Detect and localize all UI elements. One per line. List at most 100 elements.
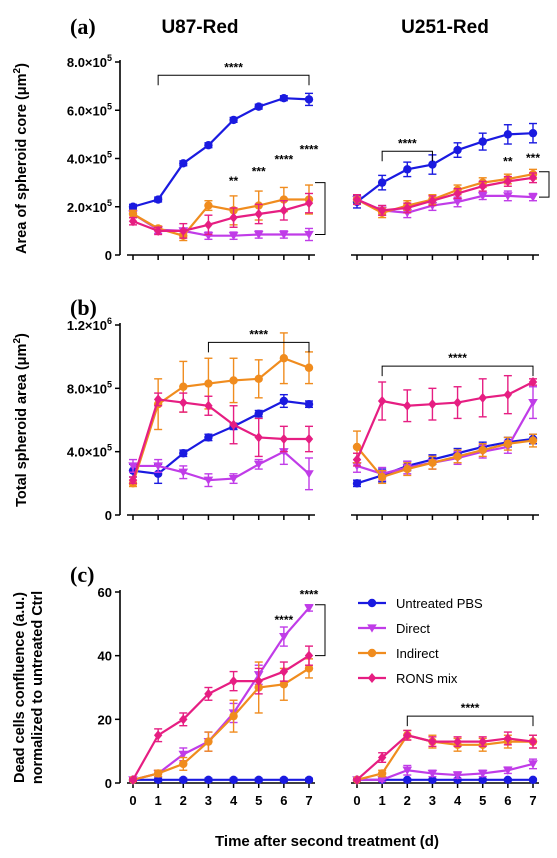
data-point bbox=[503, 775, 513, 785]
legend-item-untreated-pbs: Untreated PBS bbox=[358, 596, 483, 611]
side-bracket bbox=[315, 604, 326, 657]
y-tick-exponent: 5 bbox=[107, 198, 112, 208]
series-line bbox=[132, 667, 310, 781]
data-point bbox=[352, 479, 362, 488]
data-point bbox=[254, 676, 263, 687]
significance-label: **** bbox=[300, 143, 319, 157]
data-point bbox=[403, 202, 412, 213]
y-tick-mantissa: 4.0×10 bbox=[67, 152, 107, 167]
data-point bbox=[452, 198, 463, 207]
series-line bbox=[356, 132, 534, 203]
series-line bbox=[357, 762, 534, 781]
data-point bbox=[403, 775, 412, 785]
data-point bbox=[204, 433, 213, 442]
data-point bbox=[204, 737, 213, 746]
y-tick-mantissa: 40 bbox=[98, 649, 112, 664]
y-tick-label: 0 bbox=[105, 776, 112, 791]
data-point bbox=[477, 192, 488, 201]
y-tick-label: 4.0×105 bbox=[67, 443, 112, 460]
series-direct bbox=[128, 604, 314, 785]
y-tick-mantissa: 0 bbox=[105, 776, 112, 791]
data-point bbox=[528, 436, 538, 445]
data-point bbox=[352, 774, 362, 785]
x-tick-label: 7 bbox=[305, 793, 312, 808]
panel-letter: (c) bbox=[70, 562, 94, 587]
data-point bbox=[279, 396, 289, 406]
significance-label: **** bbox=[224, 60, 243, 74]
y-tick-label: 6.0×105 bbox=[67, 101, 112, 118]
significance-bracket bbox=[157, 74, 310, 86]
data-point bbox=[204, 775, 213, 785]
y-tick-mantissa: 2.0×10 bbox=[67, 200, 107, 215]
data-point bbox=[403, 464, 412, 474]
series-line bbox=[356, 439, 534, 479]
data-point bbox=[229, 115, 238, 125]
data-point bbox=[377, 472, 387, 482]
significance-label: **** bbox=[249, 327, 268, 341]
series-line bbox=[356, 734, 534, 781]
y-tick-label: 8.0×105 bbox=[67, 53, 112, 70]
data-point bbox=[279, 93, 289, 103]
legend: Untreated PBS Direct Indirect RONS mix bbox=[358, 596, 483, 686]
y-tick-mantissa: 20 bbox=[98, 712, 112, 727]
data-point bbox=[528, 377, 538, 387]
data-point bbox=[279, 632, 289, 642]
x-tick-label: 2 bbox=[180, 793, 187, 808]
data-point bbox=[453, 145, 462, 155]
data-point bbox=[503, 766, 513, 775]
data-point bbox=[279, 230, 289, 240]
data-point bbox=[153, 394, 163, 405]
significance-bracket bbox=[381, 365, 534, 377]
series-rons-mix bbox=[128, 645, 314, 785]
series-line bbox=[131, 398, 309, 481]
data-point bbox=[229, 212, 238, 223]
y-axis-label: normalized to untreated Ctrl bbox=[30, 591, 46, 784]
data-point bbox=[503, 389, 513, 400]
significance-bracket bbox=[207, 341, 310, 353]
data-point bbox=[304, 775, 314, 785]
data-point bbox=[204, 201, 213, 210]
panel-letter: (a) bbox=[70, 14, 96, 39]
series-untreated-pbs bbox=[128, 92, 314, 211]
legend-label: Untreated PBS bbox=[396, 596, 483, 611]
data-point bbox=[253, 230, 264, 240]
data-point bbox=[304, 363, 314, 372]
data-point bbox=[279, 354, 289, 363]
legend-marker bbox=[367, 624, 377, 633]
group-U251-Red: 0 1 2 3 4 5 6 7 **** bbox=[351, 701, 539, 808]
column-title-u251: U251-Red bbox=[401, 17, 489, 38]
data-point bbox=[128, 774, 138, 785]
legend-label: Indirect bbox=[396, 646, 439, 661]
data-point bbox=[477, 769, 488, 779]
x-tick-label: 5 bbox=[255, 793, 262, 808]
x-tick-label: 3 bbox=[205, 793, 212, 808]
data-point bbox=[203, 476, 214, 485]
legend-marker bbox=[367, 673, 377, 683]
data-point bbox=[153, 225, 163, 236]
data-point bbox=[402, 766, 413, 775]
data-point bbox=[478, 775, 487, 785]
data-point bbox=[254, 775, 263, 785]
data-point bbox=[128, 475, 138, 486]
data-point bbox=[478, 736, 487, 747]
x-axis-title: Time after second treatment (d) bbox=[215, 833, 439, 850]
data-point bbox=[453, 736, 462, 747]
group-U251-Red: ****** *** bbox=[351, 122, 550, 260]
data-point bbox=[428, 736, 437, 747]
data-point bbox=[428, 458, 437, 467]
data-point bbox=[528, 398, 538, 408]
y-tick-mantissa: 1.2×10 bbox=[67, 318, 107, 333]
side-bracket bbox=[315, 182, 326, 235]
data-point bbox=[128, 216, 138, 227]
data-point bbox=[254, 102, 263, 111]
data-point bbox=[179, 159, 188, 168]
data-point bbox=[128, 202, 138, 211]
data-point bbox=[128, 462, 138, 471]
data-point bbox=[204, 219, 213, 230]
y-tick-label: 20 bbox=[98, 712, 112, 727]
data-point bbox=[503, 733, 513, 744]
data-point bbox=[304, 664, 314, 673]
data-point bbox=[478, 137, 487, 146]
x-tick-label: 4 bbox=[454, 793, 462, 808]
series-indirect bbox=[352, 430, 538, 485]
